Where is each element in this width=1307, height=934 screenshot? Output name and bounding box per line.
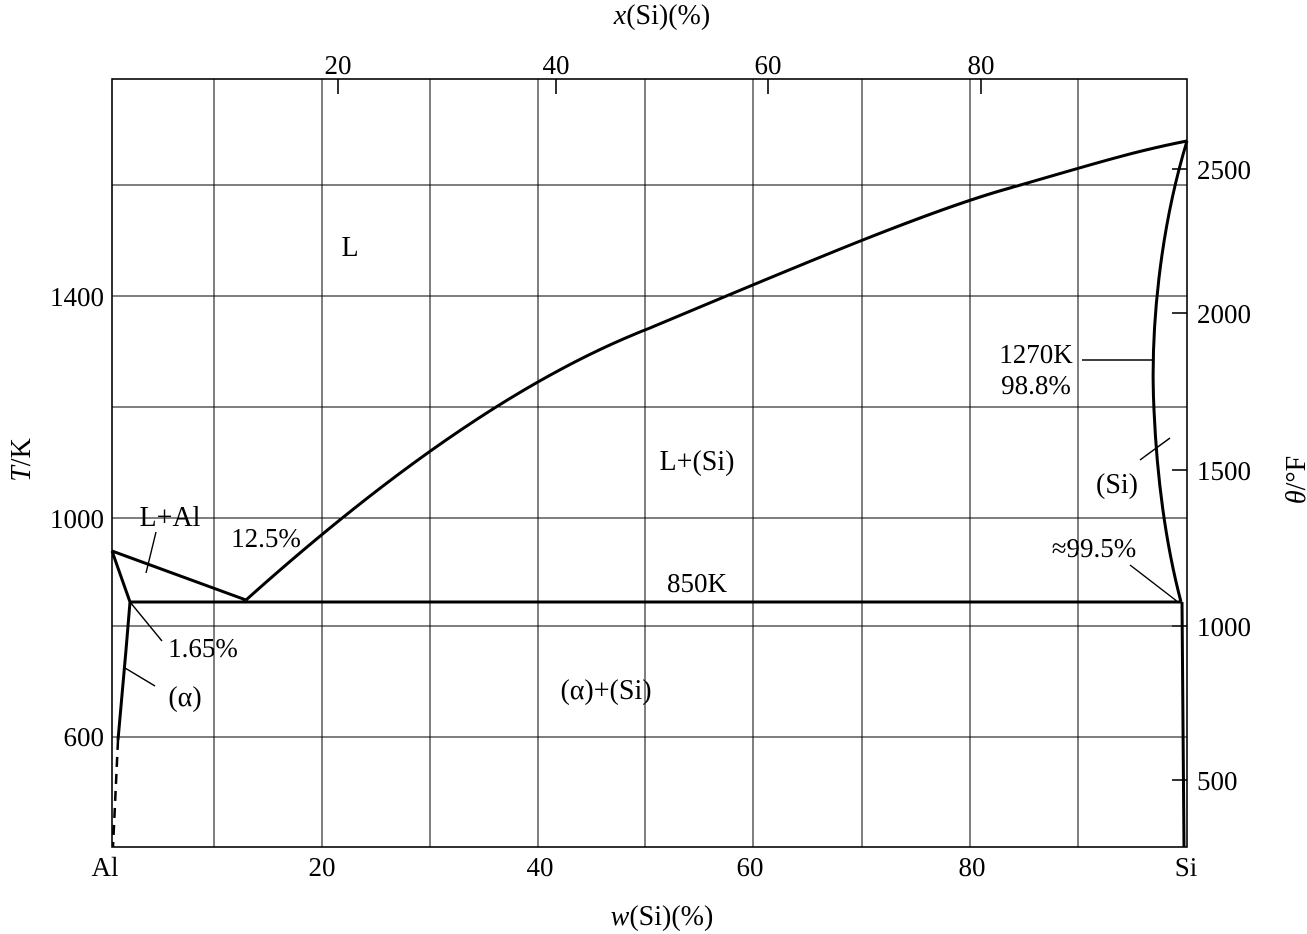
region-alpha: (α) <box>168 682 201 713</box>
right-tick-label: 2000 <box>1197 299 1251 329</box>
bottom-tick-label: 40 <box>527 852 554 882</box>
liquidus-al-side <box>111 549 247 602</box>
right-tick-label: 500 <box>1197 766 1238 796</box>
bottom-endpoint-si: Si <box>1175 852 1198 882</box>
top-tick-label: 40 <box>543 50 570 80</box>
alpha-solvus <box>116 601 132 741</box>
right-axis-title-unit: /°F <box>1281 456 1307 491</box>
top-axis-title: x(Si)(%) <box>613 0 710 31</box>
bottom-tick-label: 60 <box>737 852 764 882</box>
alpha-solubility-label: 1.65% <box>168 633 238 663</box>
bottom-axis-title-var: w <box>611 901 630 932</box>
left-tick-label: 1000 <box>50 504 104 534</box>
left-axis-title: T/K <box>6 438 37 482</box>
bottom-axis-title-unit: (Si)(%) <box>629 901 713 932</box>
left-axis-title-unit: /K <box>6 438 37 466</box>
alpha-solvus-dashed <box>111 739 120 848</box>
alpha-solidus <box>110 550 132 603</box>
top-axis-title-var: x <box>613 0 627 31</box>
region-liquid-plus-al: L+Al <box>140 502 201 533</box>
leader-99-5 <box>1129 564 1179 603</box>
si-solvus <box>1180 601 1186 848</box>
eutectic-temperature-label: 850K <box>667 568 728 598</box>
top-tick-label: 80 <box>968 50 995 80</box>
left-axis-title-var: T <box>6 464 37 482</box>
right-tick-label: 1500 <box>1197 456 1251 486</box>
top-tick-label: 20 <box>325 50 352 80</box>
leader-l-al <box>145 531 157 574</box>
region-liquid-plus-si: L+(Si) <box>660 446 735 477</box>
grid <box>112 79 1187 847</box>
left-tick-label: 1400 <box>50 282 104 312</box>
bottom-endpoint-al: Al <box>92 852 119 882</box>
top-tick-label: 60 <box>755 50 782 80</box>
leader-lines <box>124 359 1179 687</box>
region-si: (Si) <box>1096 469 1138 500</box>
right-axis-ticks <box>1172 168 1187 781</box>
right-tick-label: 2500 <box>1197 155 1251 185</box>
plot-frame <box>111 78 1188 848</box>
top-axis-ticks <box>337 79 982 94</box>
leader-alpha <box>124 667 156 687</box>
eutectic-composition-label: 12.5% <box>231 523 301 553</box>
leader-1-65 <box>129 601 163 642</box>
right-axis-title-var: θ <box>1281 490 1307 504</box>
region-liquid: L <box>341 232 358 263</box>
bottom-tick-label: 80 <box>959 852 986 882</box>
phase-boundaries <box>110 139 1189 848</box>
bottom-tick-label: 20 <box>309 852 336 882</box>
leader-si <box>1139 437 1171 461</box>
si-solidus <box>1151 140 1189 603</box>
si-solidus-composition-label: 98.8% <box>1001 370 1071 400</box>
bottom-axis-title: w(Si)(%) <box>611 901 714 932</box>
si-eutectic-composition-label: ≈99.5% <box>1052 533 1137 563</box>
si-solidus-temperature-label: 1270K <box>999 339 1073 369</box>
left-tick-label: 600 <box>64 722 105 752</box>
liquidus-si-side <box>244 139 1188 602</box>
right-axis-title: θ/°F <box>1281 456 1307 504</box>
right-tick-label: 1000 <box>1197 612 1251 642</box>
region-alpha-plus-si: (α)+(Si) <box>560 675 651 706</box>
top-axis-title-unit: (Si)(%) <box>626 0 710 31</box>
